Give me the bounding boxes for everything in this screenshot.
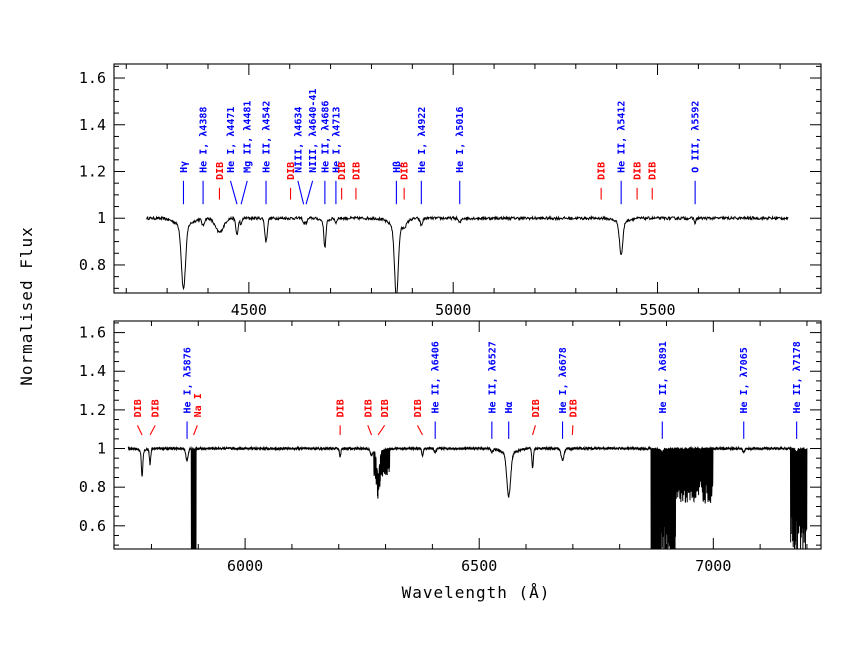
annotation-label: DIB <box>648 162 659 180</box>
annotation-tick-red <box>532 425 536 436</box>
bottom-ytick-label: 0.8 <box>79 478 106 496</box>
annotation-label: He I, λ4471 <box>226 107 237 173</box>
annotation-label: DIB <box>531 399 542 417</box>
annotation-label: O III, λ5592 <box>691 101 702 173</box>
bottom-xtick-label: 7000 <box>695 557 731 575</box>
top-ytick-label: 0.8 <box>79 256 106 274</box>
annotation-label: DIB <box>151 399 162 417</box>
annotation-label: DIB <box>568 399 579 417</box>
annotation-label: Hβ <box>392 161 403 173</box>
bottom-axes-frame <box>113 320 822 550</box>
annotation-label: DIB <box>363 399 374 417</box>
top-spectrum-line <box>146 215 789 293</box>
annotation-label: NIII, λ4634 <box>293 107 304 173</box>
bottom-ytick-label: 1.4 <box>79 362 106 380</box>
annotation-label: Mg II, λ4481 <box>243 101 254 173</box>
annotation-label: He I, λ4713 <box>331 107 342 173</box>
annotation-label: DIB <box>351 162 362 180</box>
annotation-label: He I, λ4388 <box>199 107 210 173</box>
annotation-tick-blue <box>240 180 248 205</box>
annotation-tick-red <box>193 425 198 436</box>
annotation-tick-red <box>367 425 373 436</box>
annotation-label: He II, λ6891 <box>658 341 669 413</box>
annotation-label: DIB <box>286 162 297 180</box>
annotation-label: He I, λ4922 <box>417 107 428 173</box>
annotation-label: He I, λ7065 <box>739 347 750 413</box>
annotation-label: He I, λ6678 <box>558 347 569 413</box>
annotation-label: He II, λ6406 <box>431 341 442 413</box>
annotation-label: He I, λ5876 <box>183 347 194 413</box>
annotation-tick-red <box>377 425 386 436</box>
bottom-ytick-label: 1.2 <box>79 401 106 419</box>
annotation-tick-blue <box>229 180 238 205</box>
annotation-tick-red <box>149 425 156 436</box>
bottom-xtick-label: 6000 <box>227 557 263 575</box>
annotation-label: He II, λ6527 <box>487 341 498 413</box>
bottom-ytick-label: 0.6 <box>79 517 106 535</box>
top-ytick-label: 1 <box>97 209 106 227</box>
top-panel: 4500 5000 5500 0.8 1 1.2 1.4 1.6 Hγ He I, λ4388 DI… <box>79 63 822 319</box>
bottom-ytick-label: 1 <box>97 440 106 458</box>
top-ytick-label: 1.4 <box>79 116 106 134</box>
annotation-tick-blue <box>305 180 314 205</box>
annotation-label: He II, λ4542 <box>262 101 273 173</box>
annotation-label: DIB <box>633 162 644 180</box>
y-axis-label: Normalised Flux <box>17 226 36 386</box>
top-ytick-label: 1.2 <box>79 162 106 180</box>
annotation-label: DIB <box>597 162 608 180</box>
annotation-label: NIII, λ4640-41 <box>308 89 319 173</box>
annotation-label: He I, λ5016 <box>455 107 466 173</box>
annotation-label: DIB <box>380 399 391 417</box>
annotation-tick-red <box>136 425 143 436</box>
top-axes-frame <box>113 63 822 294</box>
annotation-label: DIB <box>337 162 348 180</box>
annotation-label: He II, λ7178 <box>792 341 803 413</box>
annotation-label: DIB <box>400 162 411 180</box>
bottom-spectrum-line <box>127 445 808 549</box>
bottom-xtick-label: 6500 <box>461 557 497 575</box>
annotation-tick-blue <box>297 180 305 205</box>
x-axis-label: Wavelength (Å) <box>402 583 551 602</box>
bottom-ytick-label: 1.6 <box>79 324 106 342</box>
annotation-label: DIB <box>215 162 226 180</box>
annotation-label: Hα <box>504 401 515 413</box>
annotation-label: DIB <box>336 399 347 417</box>
top-xtick-label: 4500 <box>231 301 267 319</box>
annotation-tick-red <box>416 425 424 436</box>
top-xtick-label: 5500 <box>639 301 675 319</box>
annotation-label: DIB <box>413 399 424 417</box>
annotation-label: Na I <box>193 393 204 417</box>
annotation-label: He II, λ4686 <box>320 101 331 173</box>
annotation-label: DIB <box>133 399 144 417</box>
annotation-label: He II, λ5412 <box>617 101 628 173</box>
top-xtick-label: 5000 <box>435 301 471 319</box>
top-ytick-label: 1.6 <box>79 69 106 87</box>
annotation-label: Hγ <box>179 161 190 173</box>
